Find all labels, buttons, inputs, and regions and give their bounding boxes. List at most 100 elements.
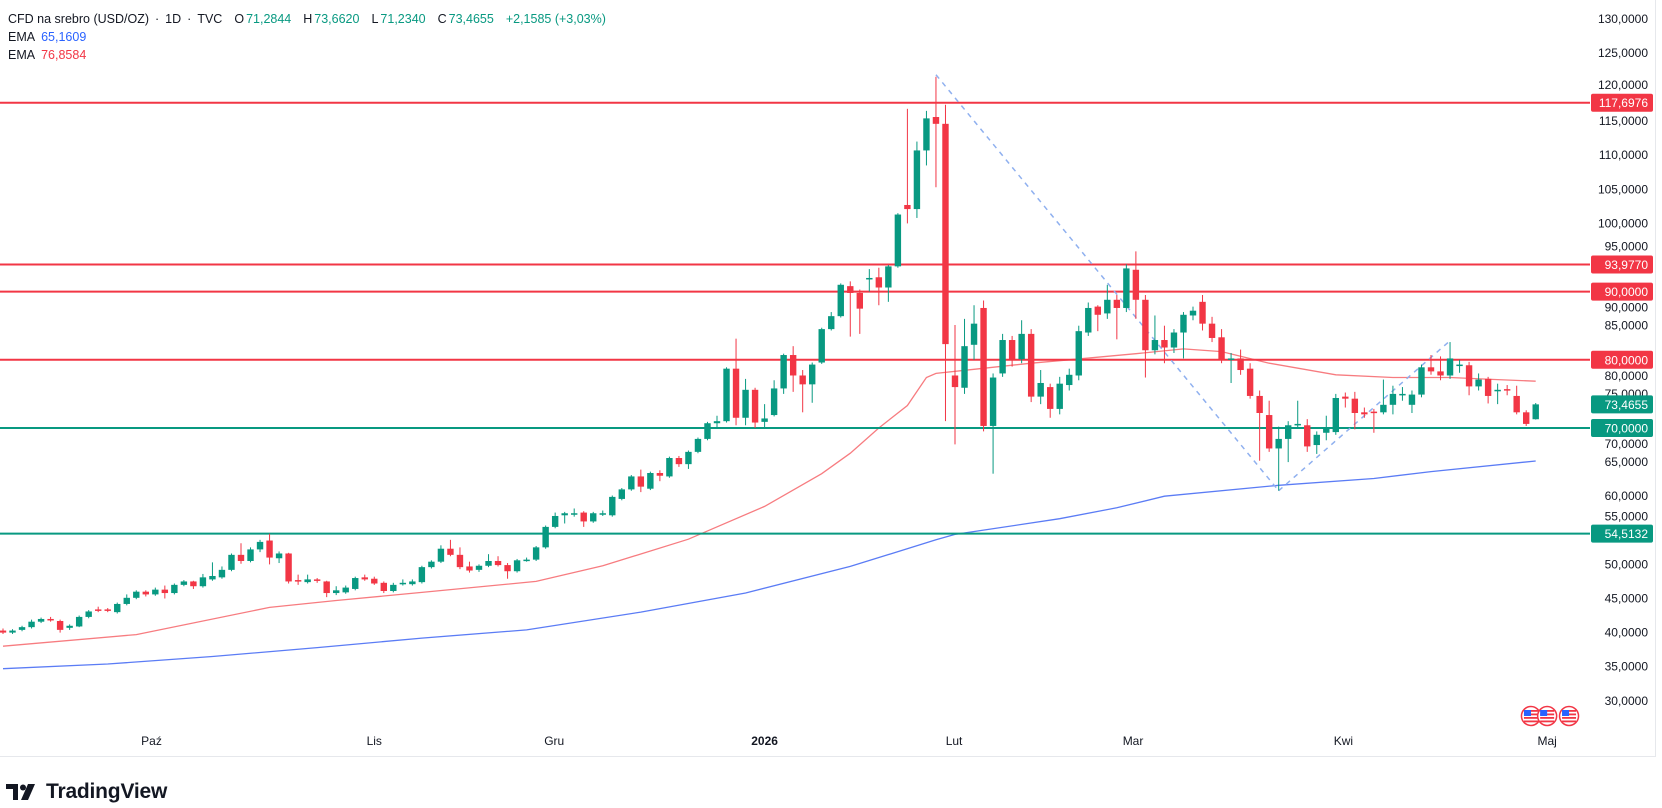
candle-up (37, 617, 45, 624)
candle-body (847, 286, 854, 293)
price-level-label-text: 90,0000 (1605, 285, 1649, 299)
candle-body (1275, 438, 1282, 449)
candle-up (437, 545, 445, 564)
indicator-ema-short[interactable]: EMA 76,8584 (8, 46, 606, 64)
candle-body (1370, 411, 1378, 414)
candle-body (704, 423, 711, 439)
candle-up (551, 512, 559, 529)
candle-body (713, 421, 721, 424)
candle-body (828, 316, 835, 330)
time-axis-label: Kwi (1334, 734, 1353, 748)
flag-canton (1523, 710, 1531, 716)
flag-stripe (1540, 717, 1555, 719)
ema-short-line (2, 348, 1536, 647)
price-tick-label: 130,0000 (1598, 12, 1648, 26)
indicator-ema-long[interactable]: EMA 65,1609 (8, 28, 606, 46)
candle-body (770, 388, 778, 416)
candle-up (1389, 385, 1397, 415)
candle-up (1275, 426, 1282, 491)
candle-body (437, 548, 445, 562)
candle-up (1399, 387, 1406, 401)
candle-up (685, 450, 692, 469)
price-level-label: 117,6976 (1591, 93, 1653, 112)
candle-body (551, 515, 559, 527)
candle-body (209, 575, 216, 580)
candle-down (1503, 385, 1511, 396)
candle-down (161, 585, 169, 599)
candle-body (837, 284, 844, 317)
candle-body (989, 377, 997, 426)
price-level-label: 90,0000 (1591, 282, 1653, 301)
candle-body (1427, 367, 1435, 372)
candle-body (1361, 412, 1368, 415)
candle-down (1342, 392, 1349, 408)
candle-down (1427, 355, 1435, 375)
candle-body (1408, 394, 1416, 405)
candle-body (532, 547, 540, 560)
price-tick-label: 50,0000 (1605, 557, 1649, 571)
chart-pane[interactable] (0, 0, 1656, 757)
price-tick-label: 120,0000 (1598, 78, 1648, 92)
change-value: +2,1585 (+3,03%) (505, 12, 606, 26)
candle-up (704, 421, 711, 441)
candle-body (1180, 314, 1187, 333)
candle-body (694, 438, 702, 452)
candle-down (466, 561, 473, 573)
candle-body (571, 513, 578, 515)
candle-body (970, 323, 978, 345)
candle-body (513, 560, 521, 572)
candle-body (1437, 371, 1444, 376)
candle-up (1037, 370, 1044, 405)
time-axis-label: Lis (367, 734, 382, 748)
candle-down (323, 580, 330, 598)
candle-down (56, 619, 64, 633)
candle-body (599, 513, 606, 515)
candle-down (285, 552, 292, 584)
candle-up (1294, 400, 1301, 428)
candle-body (352, 578, 359, 589)
candle-up (180, 580, 188, 587)
close-label: C (437, 12, 447, 26)
candle-up (989, 373, 997, 474)
candle-up (1085, 302, 1092, 336)
candle-up (1180, 312, 1187, 359)
candle-up (1123, 264, 1130, 313)
candle-body (313, 579, 321, 581)
candle-down (1047, 383, 1054, 418)
candle-body (1094, 306, 1101, 315)
symbol-name[interactable]: CFD na srebro (USD/OZ) (8, 12, 149, 26)
price-tick-label: 40,0000 (1605, 626, 1649, 640)
candle-down (1161, 325, 1168, 364)
candle-up (1408, 390, 1416, 413)
candle-down (675, 455, 683, 467)
candle-body (294, 580, 302, 582)
candle-down (1484, 376, 1492, 404)
candle-up (1446, 342, 1454, 379)
candle-body (780, 355, 787, 389)
candle-up (770, 380, 778, 417)
candle-body (1456, 364, 1463, 367)
candle-body (494, 560, 502, 566)
candle-body (523, 559, 530, 562)
candle-body (1189, 310, 1197, 316)
candle-body (1313, 434, 1320, 446)
candle-body (237, 554, 245, 561)
candle-up (599, 510, 606, 516)
candle-body (1113, 299, 1121, 308)
candle-body (1161, 340, 1168, 348)
candle-up (742, 378, 749, 426)
price-tick-label: 70,0000 (1605, 437, 1649, 451)
candle-down (980, 300, 987, 432)
candle-down (1237, 349, 1244, 375)
candle-body (333, 590, 340, 594)
high-label: H (303, 12, 313, 26)
candle-up (75, 615, 83, 628)
tradingview-logo[interactable]: TradingView (6, 780, 167, 804)
candle-up (1494, 383, 1501, 405)
candle-down (732, 338, 740, 426)
candle-up (1332, 393, 1339, 435)
interval[interactable]: 1D (165, 12, 182, 26)
candle-up (428, 560, 435, 569)
candle-down (637, 469, 645, 493)
